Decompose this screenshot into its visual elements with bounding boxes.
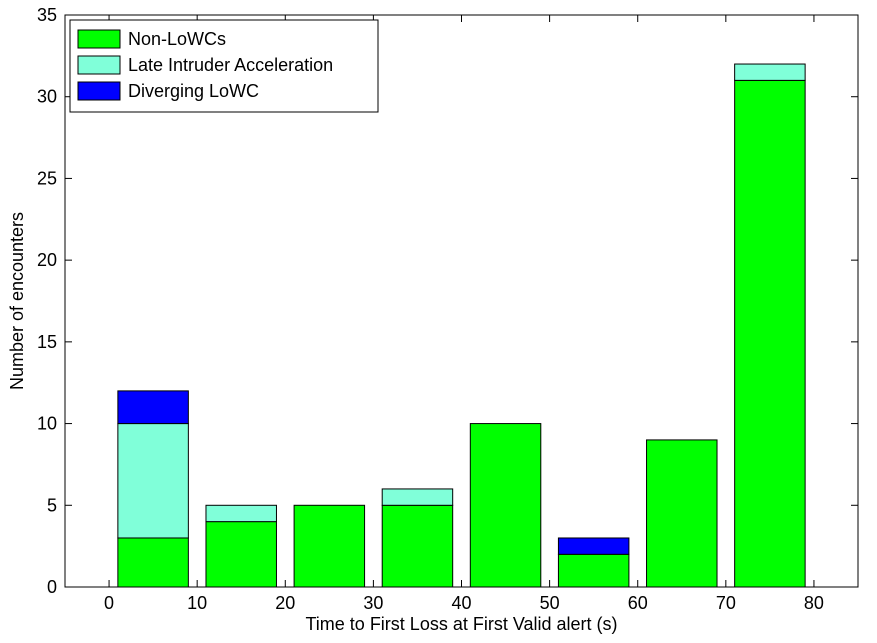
y-tick-label-0: 0: [47, 577, 57, 597]
bar-diverging-lowc-bin-55: [557, 537, 630, 555]
bars-layer: [117, 63, 806, 588]
legend-swatch-late-intruder-acceleration: [77, 55, 121, 75]
x-tick-label-40: 40: [451, 593, 471, 613]
x-tick-label-0: 0: [104, 593, 114, 613]
bar-late-intruder-acceleration-bin-35: [381, 488, 454, 506]
legend-label-late-intruder-acceleration: Late Intruder Acceleration: [128, 55, 333, 75]
bar-non-lowcs-bin-35: [381, 504, 454, 588]
y-tick-label-15: 15: [37, 332, 57, 352]
bar-non-lowcs-bin-5: [117, 537, 189, 588]
x-tick-label-80: 80: [804, 593, 824, 613]
x-tick-label-10: 10: [187, 593, 207, 613]
legend-label-non-lowcs: Non-LoWCs: [128, 29, 226, 49]
x-tick-label-70: 70: [716, 593, 736, 613]
bar-non-lowcs-bin-75: [734, 79, 806, 588]
y-tick-label-10: 10: [37, 414, 57, 434]
bar-non-lowcs-bin-15: [205, 521, 277, 588]
legend-box: [69, 19, 379, 113]
y-tick-label-5: 5: [47, 495, 57, 515]
bar-late-intruder-acceleration-bin-15: [205, 504, 277, 523]
legend-swatch-diverging-lowc: [77, 81, 121, 101]
legend: Non-LoWCs Late Intruder Acceleration Diver…: [69, 19, 379, 113]
bar-non-lowcs-bin-55: [557, 553, 630, 588]
bar-non-lowcs-bin-25: [293, 504, 366, 588]
x-tick-label-30: 30: [363, 593, 383, 613]
legend-label-diverging-lowc: Diverging LoWC: [128, 81, 259, 101]
x-tick-label-20: 20: [275, 593, 295, 613]
y-tick-label-25: 25: [37, 168, 57, 188]
x-tick-label-50: 50: [540, 593, 560, 613]
bar-diverging-lowc-bin-5: [117, 390, 189, 425]
ticks-layer: 0 10 20 30 40 50 60 70 80 0 5 10 15 20 25 30 35: [37, 5, 858, 613]
legend-swatch-non-lowcs: [77, 29, 121, 49]
bar-late-intruder-acceleration-bin-75: [734, 63, 806, 81]
bar-non-lowcs-bin-45: [469, 423, 542, 588]
bar-non-lowcs-bin-65: [646, 439, 718, 588]
y-tick-label-30: 30: [37, 87, 57, 107]
y-axis-label: Number of encounters: [7, 212, 27, 390]
bar-late-intruder-acceleration-bin-5: [117, 423, 189, 539]
y-tick-label-35: 35: [37, 5, 57, 25]
x-tick-label-60: 60: [628, 593, 648, 613]
y-tick-label-20: 20: [37, 250, 57, 270]
x-axis-label: Time to First Loss at First Valid alert …: [305, 614, 617, 634]
